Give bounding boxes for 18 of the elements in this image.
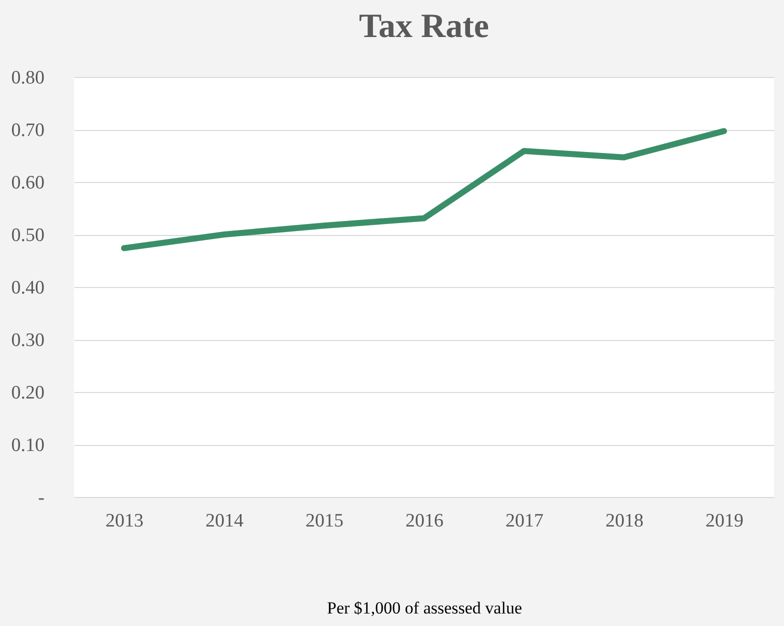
x-tick-label: 2017 [506,510,544,532]
x-tick-label: 2015 [306,510,344,532]
y-tick-label: 0.40 [11,278,44,298]
x-tick-label: 2013 [106,510,144,532]
y-tick-label: 0.50 [11,225,44,246]
x-tick-label: 2018 [606,510,644,532]
x-tick-label: 2016 [406,510,444,532]
chart-title: Tax Rate [358,8,490,45]
x-axis-title: Per $1,000 of assessed value [327,598,522,618]
y-tick-label: 0.10 [11,435,44,456]
y-tick-label: 0.30 [11,330,44,351]
y-tick-label: - [38,488,44,508]
y-tick-label: 0.60 [11,172,44,194]
y-tick-label: 0.20 [11,382,44,404]
y-tick-label: 0.80 [11,68,44,88]
y-tick-label: 0.70 [11,120,44,141]
x-tick-label: 2014 [206,510,244,532]
x-tick-label: 2019 [706,510,744,532]
